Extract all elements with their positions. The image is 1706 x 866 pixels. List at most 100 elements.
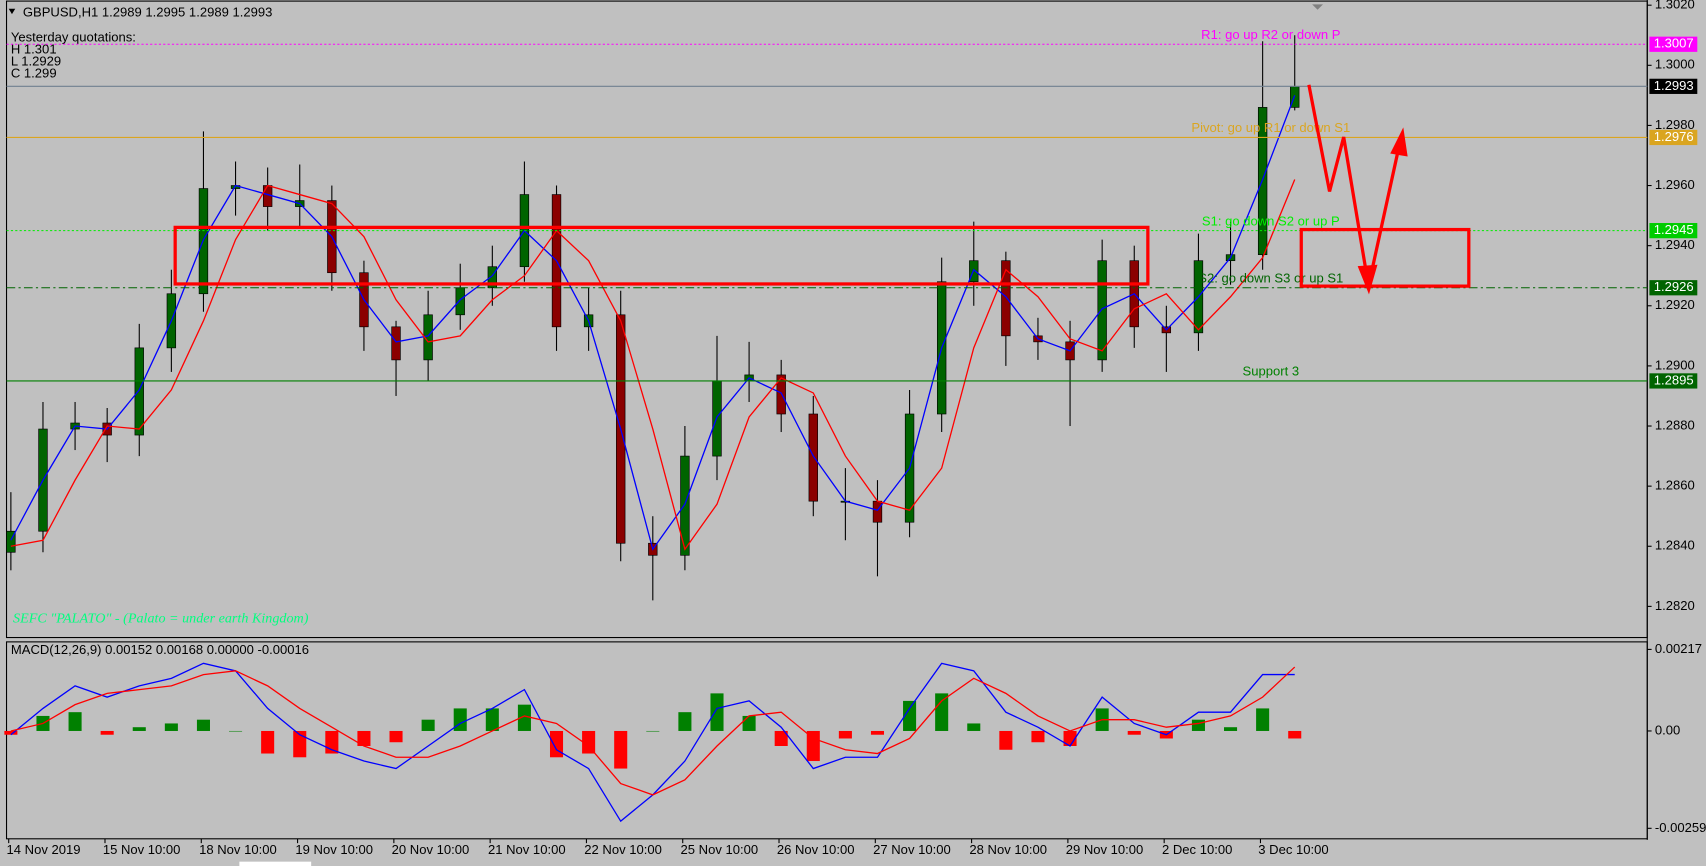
candle-body bbox=[134, 347, 144, 436]
histogram-bar bbox=[261, 730, 275, 754]
price-tag-label: 1.2895 bbox=[1654, 372, 1694, 387]
x-tick-label: 21 Nov 10:00 bbox=[488, 842, 566, 857]
price-tag bbox=[1649, 223, 1698, 239]
histogram-bar bbox=[164, 723, 178, 731]
histogram-bar bbox=[967, 723, 981, 731]
histogram-bar bbox=[742, 715, 756, 731]
histogram-bar bbox=[1256, 708, 1270, 731]
price-tag-label: 1.2993 bbox=[1654, 78, 1694, 93]
price-tag-label: 1.2976 bbox=[1654, 129, 1694, 144]
x-tick-label: 20 Nov 10:00 bbox=[392, 842, 470, 857]
price-tag-label: 1.2926 bbox=[1654, 279, 1694, 294]
indicator-line bbox=[10, 95, 1296, 551]
y-tick-label: 1.2820 bbox=[1655, 598, 1695, 613]
candle-body bbox=[808, 413, 818, 502]
price-tag bbox=[1649, 280, 1698, 296]
histogram-bar bbox=[1031, 730, 1045, 743]
x-tick-label: 15 Nov 10:00 bbox=[103, 842, 181, 857]
histogram-bar bbox=[517, 704, 531, 731]
y-tick-label: 1.3020 bbox=[1655, 0, 1695, 12]
histogram-bar bbox=[1063, 730, 1077, 747]
histogram-bar bbox=[196, 719, 210, 731]
candle-body bbox=[391, 326, 401, 361]
histogram-bar bbox=[646, 730, 660, 732]
x-tick-label: 2 Dec 10:00 bbox=[1162, 842, 1232, 857]
y-tick-label: 1.3000 bbox=[1655, 57, 1695, 72]
candle-body bbox=[872, 500, 883, 523]
histogram-bar bbox=[614, 730, 628, 769]
histogram-bar bbox=[293, 730, 307, 758]
histogram-bar bbox=[870, 730, 885, 735]
histogram-bar bbox=[453, 708, 467, 731]
candle-body bbox=[776, 374, 786, 415]
y-tick-label: 1.2880 bbox=[1655, 417, 1695, 432]
chart-title: GBPUSD,H1 1.2989 1.2995 1.2989 1.2993 bbox=[23, 5, 273, 20]
candle-body bbox=[6, 530, 16, 553]
indicator-line bbox=[10, 666, 1296, 796]
histogram-bar bbox=[999, 730, 1013, 750]
shift-marker bbox=[1312, 4, 1324, 10]
histogram-bar bbox=[389, 730, 403, 743]
annotation: C 1.299 bbox=[11, 65, 57, 80]
histogram-bar bbox=[710, 693, 724, 731]
collapse-icon bbox=[8, 8, 16, 15]
x-tick-label: 3 Dec 10:00 bbox=[1258, 842, 1328, 857]
histogram-bar bbox=[1288, 730, 1302, 739]
x-tick-label: 14 Nov 2019 bbox=[7, 842, 81, 857]
y-tick-label: 0.00 bbox=[1655, 722, 1680, 737]
histogram-bar bbox=[903, 700, 917, 731]
zone-rectangle bbox=[1299, 227, 1471, 288]
x-tick-label: 28 Nov 10:00 bbox=[969, 842, 1047, 857]
x-tick-label: 18 Nov 10:00 bbox=[199, 842, 277, 857]
histogram-bar bbox=[4, 730, 18, 735]
arrow-head bbox=[1357, 264, 1378, 295]
histogram-bar bbox=[100, 730, 114, 735]
level-label: Support 3 bbox=[1243, 364, 1300, 379]
y-tick-label: 1.2980 bbox=[1655, 117, 1695, 132]
watermark: SEFC "PALATO" - (Palato = under earth Ki… bbox=[13, 610, 309, 626]
candle-body bbox=[1097, 260, 1107, 361]
x-tick-label: 22 Nov 10:00 bbox=[584, 842, 662, 857]
histogram-bar bbox=[1224, 727, 1238, 731]
macd-title: MACD(12,26,9) 0.00152 0.00168 0.00000 -0… bbox=[11, 642, 309, 657]
candle-body bbox=[455, 287, 465, 316]
candle-body bbox=[1001, 260, 1011, 337]
arrow-head bbox=[1390, 127, 1408, 157]
scrollbar bbox=[239, 861, 312, 866]
price-tag-label: 1.2945 bbox=[1654, 222, 1694, 237]
level-label: S1: go down S2 or up P bbox=[1202, 213, 1340, 228]
annotation: H 1.301 bbox=[11, 41, 57, 56]
price-tag bbox=[1649, 36, 1698, 52]
y-tick-label: -0.00259 bbox=[1655, 820, 1706, 835]
price-tag bbox=[1649, 78, 1698, 94]
level-label: Pivot: go up R1 or down S1 bbox=[1191, 120, 1350, 135]
y-tick-label: 1.2860 bbox=[1655, 478, 1695, 493]
x-tick-label: 19 Nov 10:00 bbox=[295, 842, 373, 857]
forecast-arrow bbox=[1307, 84, 1370, 281]
y-tick-label: 1.2940 bbox=[1655, 237, 1695, 252]
histogram-bar bbox=[774, 730, 788, 747]
histogram-bar bbox=[421, 719, 435, 731]
histogram-bar bbox=[229, 730, 243, 732]
price-tag-label: 1.3007 bbox=[1654, 36, 1694, 51]
histogram-bar bbox=[485, 708, 499, 731]
histogram-bar bbox=[132, 727, 146, 731]
annotation: L 1.2929 bbox=[11, 53, 61, 68]
price-tag bbox=[1649, 373, 1698, 389]
histogram-bar bbox=[1127, 730, 1141, 735]
x-tick-label: 25 Nov 10:00 bbox=[681, 842, 759, 857]
histogram-bar bbox=[1191, 719, 1205, 731]
histogram-bar bbox=[838, 730, 852, 739]
level-label: S2: go down S3 or up S1 bbox=[1198, 270, 1343, 285]
x-tick-label: 26 Nov 10:00 bbox=[777, 842, 855, 857]
histogram-bar bbox=[678, 712, 692, 731]
histogram-bar bbox=[549, 730, 564, 758]
price-tag bbox=[1649, 129, 1698, 146]
x-tick-label: 27 Nov 10:00 bbox=[873, 842, 951, 857]
forecast-arrow bbox=[1367, 145, 1401, 286]
x-tick-label: 29 Nov 10:00 bbox=[1066, 842, 1144, 857]
level-label: R1: go up R2 or down P bbox=[1201, 27, 1341, 42]
annotation: Yesterday quotations: bbox=[11, 30, 136, 45]
